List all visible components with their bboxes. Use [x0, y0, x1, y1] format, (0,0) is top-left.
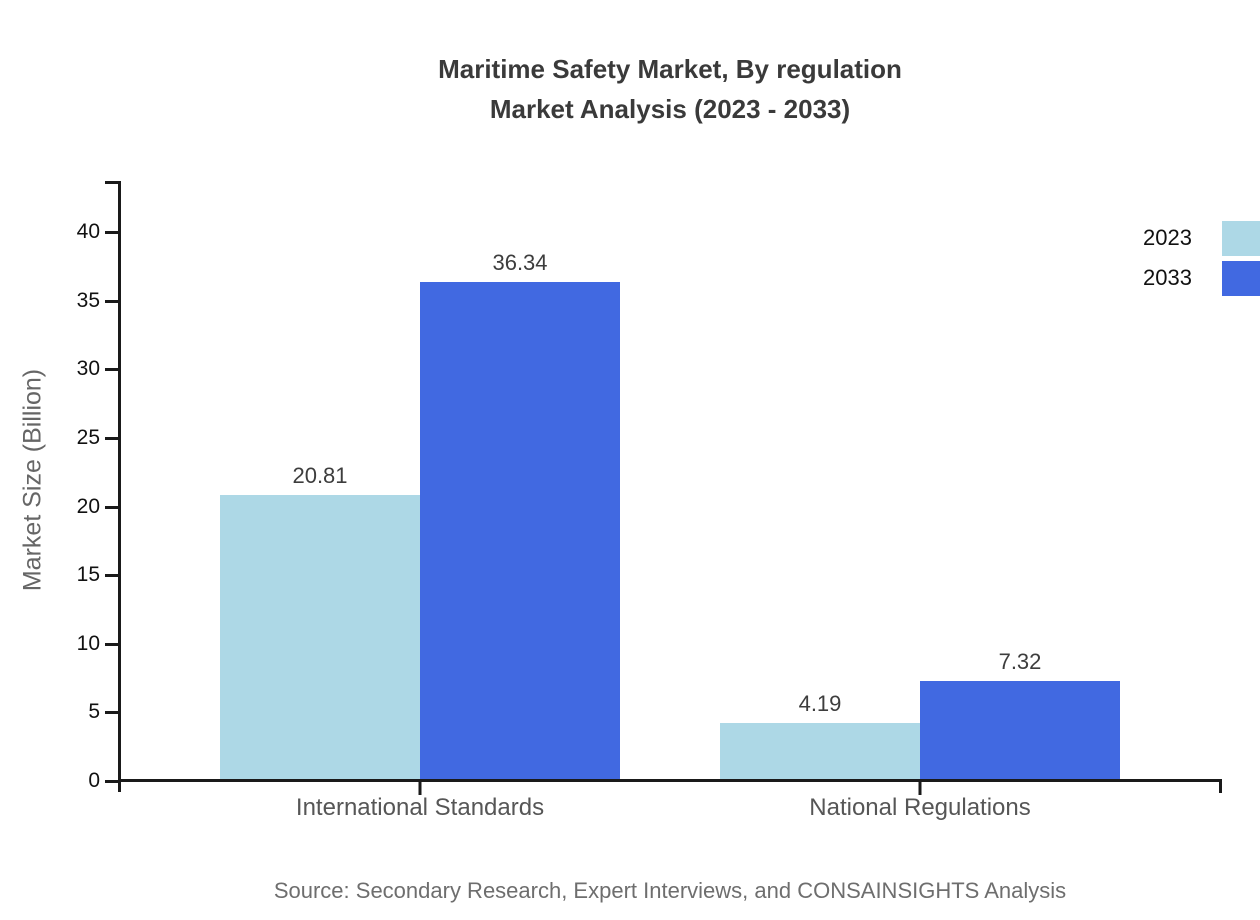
legend-label: 2023 — [1143, 225, 1192, 250]
legend-item-2023: 2023 — [1143, 220, 1260, 256]
y-tick-label: 25 — [76, 425, 100, 449]
y-tick — [105, 574, 118, 578]
bar-value-label: 4.19 — [798, 691, 842, 717]
x-axis-line — [118, 779, 1222, 782]
y-axis-title: Market Size (Billion) — [18, 368, 47, 592]
source-note: Source: Secondary Research, Expert Inter… — [273, 878, 1067, 903]
chart-title: Maritime Safety Market, By regulation — [438, 54, 902, 84]
y-tick-label: 20 — [76, 494, 100, 518]
bar-2023-0 — [220, 495, 420, 781]
y-tick — [105, 299, 118, 303]
y-tick-label: 35 — [76, 288, 100, 312]
x-category-label: National Regulations — [809, 794, 1031, 821]
legend: 2023 2033 — [1143, 220, 1260, 300]
y-axis-end-cap — [105, 181, 118, 184]
y-tick — [105, 368, 118, 372]
y-tick-label: 10 — [76, 631, 100, 655]
bar-2033-0 — [420, 282, 620, 781]
legend-swatch — [1222, 220, 1260, 256]
y-tick-label: 0 — [88, 769, 100, 792]
bar-value-label: 20.81 — [292, 463, 348, 489]
y-tick — [105, 780, 118, 783]
bar-2033-1 — [920, 680, 1120, 781]
y-tick — [105, 642, 118, 646]
chart-subtitle: Market Analysis (2023 - 2033) — [489, 94, 851, 124]
bar-2023-1 — [720, 723, 920, 781]
y-tick-label: 15 — [76, 563, 100, 587]
y-tick — [105, 505, 118, 509]
y-tick-label: 5 — [88, 700, 100, 724]
y-tick — [105, 231, 118, 234]
x-category-label: International Standards — [295, 794, 545, 821]
bar-value-label: 7.32 — [998, 648, 1042, 674]
legend-swatch — [1222, 260, 1260, 296]
y-tick — [105, 436, 118, 440]
x-axis-end-cap — [1219, 779, 1222, 793]
y-axis-spine — [118, 181, 121, 792]
bar-value-label: 36.34 — [492, 250, 548, 276]
y-tick-label: 30 — [76, 357, 100, 381]
y-tick — [105, 711, 118, 715]
x-tick — [418, 779, 422, 795]
x-tick — [918, 779, 922, 795]
y-tick-label: 40 — [76, 220, 100, 243]
legend-item-2033: 2033 — [1143, 260, 1260, 296]
legend-label: 2033 — [1143, 265, 1192, 290]
